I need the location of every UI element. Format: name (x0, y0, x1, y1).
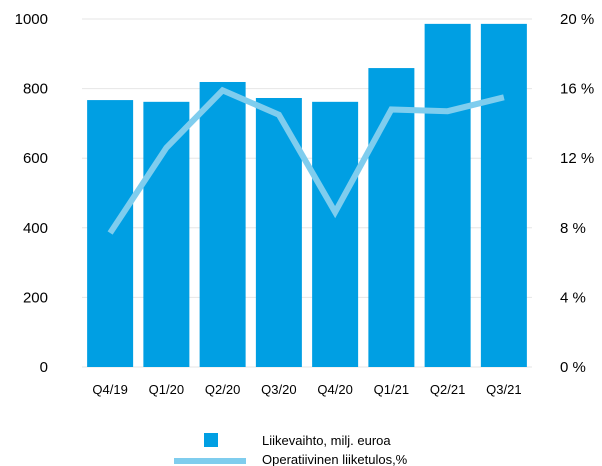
category-label: Q4/20 (317, 382, 352, 397)
left-tick-label: 800 (23, 81, 48, 98)
right-tick-label: 20 % (560, 11, 594, 28)
left-tick-label: 400 (23, 220, 48, 237)
category-label: Q2/20 (205, 382, 240, 397)
right-axis: 0 % 4 % 8 % 12 % 16 % 20 % (560, 11, 594, 376)
legend-bar-label: Liikevaihto, milj. euroa (262, 433, 391, 448)
category-label: Q3/21 (486, 382, 521, 397)
category-label: Q1/21 (374, 382, 409, 397)
line-series (107, 86, 505, 235)
right-tick-label: 12 % (560, 150, 594, 167)
bar-Q1/20 (143, 101, 190, 367)
legend: Liikevaihto, milj. euroa Operatiivinen l… (174, 433, 408, 466)
bar-Q4/19 (87, 100, 134, 368)
right-tick-label: 4 % (560, 289, 586, 306)
x-axis: Q4/19 Q1/20 Q2/20 Q3/20 Q4/20 Q1/21 Q2/21 Q3/21 (92, 382, 521, 397)
category-label: Q4/19 (92, 382, 127, 397)
bar-Q2/21 (424, 23, 471, 367)
bar-Q2/20 (199, 81, 246, 367)
bar-series (87, 23, 527, 368)
bar-Q1/21 (368, 68, 415, 368)
category-label: Q1/20 (149, 382, 184, 397)
right-tick-label: 0 % (560, 359, 586, 376)
left-tick-label: 0 (40, 359, 48, 376)
left-axis: 0 200 400 600 800 1000 (15, 11, 48, 376)
category-label: Q3/20 (261, 382, 296, 397)
legend-line-label: Operatiivinen liiketulos,% (262, 452, 408, 466)
bar-Q3/21 (480, 23, 527, 367)
category-label: Q2/21 (430, 382, 465, 397)
bar-Q4/20 (312, 101, 359, 367)
left-tick-label: 600 (23, 150, 48, 167)
left-tick-label: 200 (23, 289, 48, 306)
legend-bar-swatch (204, 433, 218, 447)
left-tick-label: 1000 (15, 11, 48, 28)
right-tick-label: 16 % (560, 81, 594, 98)
operating-margin-line (107, 86, 505, 235)
right-tick-label: 8 % (560, 220, 586, 237)
